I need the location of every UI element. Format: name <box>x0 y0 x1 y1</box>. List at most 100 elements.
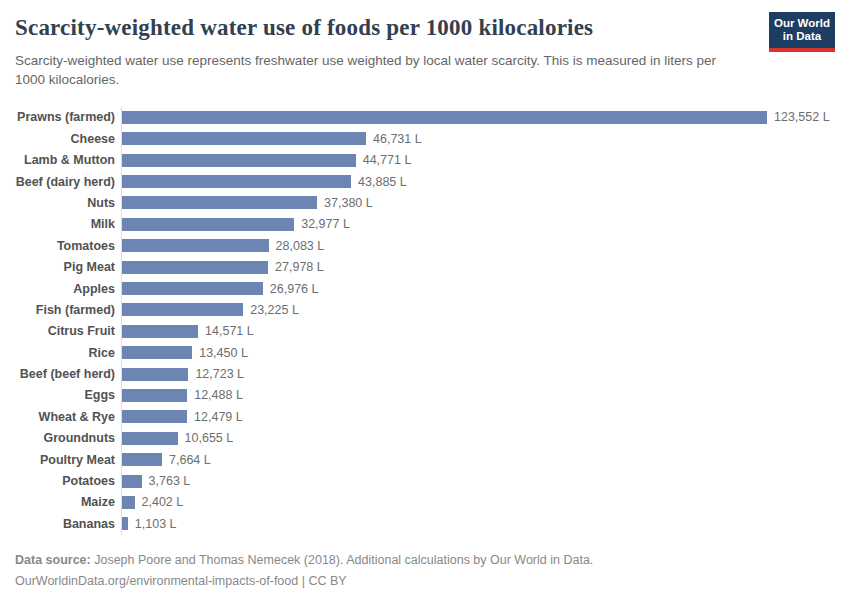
bar <box>122 175 351 188</box>
value-label: 123,552 L <box>774 110 830 124</box>
bar <box>122 432 178 445</box>
value-label: 37,380 L <box>324 196 373 210</box>
chart-row: Poultry Meat 7,664 L <box>15 449 835 470</box>
category-label: Citrus Fruit <box>15 324 121 338</box>
bar-track: 12,479 L <box>121 406 835 427</box>
chart-row: Rice 13,450 L <box>15 342 835 363</box>
value-label: 27,978 L <box>275 260 324 274</box>
category-label: Beef (beef herd) <box>15 367 121 381</box>
chart-row: Fish (farmed) 23,225 L <box>15 299 835 320</box>
bar-track: 1,103 L <box>121 513 835 534</box>
bar-chart: Prawns (farmed)123,552 L Cheese 46,731 L La… <box>15 107 835 535</box>
category-label: Rice <box>15 346 121 360</box>
bar-track: 32,977 L <box>121 214 835 235</box>
footer-source-text: Joseph Poore and Thomas Nemecek (2018). … <box>91 553 594 567</box>
bar <box>122 218 294 231</box>
value-label: 3,763 L <box>149 474 191 488</box>
chart-row: Prawns (farmed)123,552 L <box>15 107 835 128</box>
value-label: 12,723 L <box>195 367 244 381</box>
footer-source-label: Data source: <box>15 553 91 567</box>
category-label: Groundnuts <box>15 431 121 445</box>
bar-track: 2,402 L <box>121 492 835 513</box>
category-label: Maize <box>15 495 121 509</box>
bar <box>122 453 162 466</box>
bar <box>122 496 135 509</box>
bar <box>122 325 198 338</box>
bar <box>122 132 366 145</box>
chart-row: Nuts 37,380 L <box>15 192 835 213</box>
chart-row: Bananas 1,103 L <box>15 513 835 534</box>
category-label: Milk <box>15 217 121 231</box>
value-label: 2,402 L <box>142 495 184 509</box>
chart-row: Maize 2,402 L <box>15 492 835 513</box>
value-label: 1,103 L <box>135 517 177 531</box>
chart-row: Beef (dairy herd) 43,885 L <box>15 171 835 192</box>
value-label: 7,664 L <box>169 453 211 467</box>
value-label: 26,976 L <box>270 282 319 296</box>
chart-row: Milk 32,977 L <box>15 214 835 235</box>
value-label: 46,731 L <box>373 132 422 146</box>
bar-track: 43,885 L <box>121 171 835 192</box>
bar <box>122 517 128 530</box>
chart-row: Pig Meat 27,978 L <box>15 256 835 277</box>
chart-row: Groundnuts 10,655 L <box>15 428 835 449</box>
bar-track: 10,655 L <box>121 428 835 449</box>
category-label: Nuts <box>15 196 121 210</box>
bar <box>122 261 268 274</box>
chart-row: Beef (beef herd) 12,723 L <box>15 363 835 384</box>
value-label: 13,450 L <box>199 346 248 360</box>
chart-row: Potatoes 3,763 L <box>15 470 835 491</box>
bar <box>122 154 356 167</box>
bar-track: 37,380 L <box>121 192 835 213</box>
bar-track: 44,771 L <box>121 150 835 171</box>
category-label: Beef (dairy herd) <box>15 175 121 189</box>
bar-track: 23,225 L <box>121 299 835 320</box>
bar-track: 46,731 L <box>121 128 835 149</box>
value-label: 32,977 L <box>301 217 350 231</box>
value-label: 23,225 L <box>250 303 299 317</box>
category-label: Fish (farmed) <box>15 303 121 317</box>
footer: Data source: Joseph Poore and Thomas Nem… <box>15 550 835 594</box>
bar-track: 28,083 L <box>121 235 835 256</box>
bar <box>122 410 187 423</box>
value-label: 12,488 L <box>194 388 243 402</box>
bar <box>122 368 188 381</box>
chart-row: Cheese 46,731 L <box>15 128 835 149</box>
category-label: Pig Meat <box>15 260 121 274</box>
category-label: Potatoes <box>15 474 121 488</box>
page-subtitle: Scarcity-weighted water use represents f… <box>15 51 727 90</box>
chart-page: Scarcity-weighted water use of foods per… <box>0 0 850 600</box>
value-label: 43,885 L <box>358 175 407 189</box>
chart-row: Lamb & Mutton 44,771 L <box>15 150 835 171</box>
chart-row: Tomatoes 28,083 L <box>15 235 835 256</box>
bar <box>122 196 317 209</box>
value-label: 10,655 L <box>185 431 234 445</box>
bar <box>122 475 142 488</box>
footer-url-line: OurWorldinData.org/environmental-impacts… <box>15 571 835 593</box>
chart-row: Eggs12,488 L <box>15 385 835 406</box>
bar <box>122 346 192 359</box>
bar-track: 3,763 L <box>121 470 835 491</box>
bar-track: 7,664 L <box>121 449 835 470</box>
category-label: Apples <box>15 282 121 296</box>
bar-track: 12,488 L <box>121 385 835 406</box>
bar-track: 12,723 L <box>121 363 835 384</box>
page-title: Scarcity-weighted water use of foods per… <box>15 14 835 42</box>
footer-source-line: Data source: Joseph Poore and Thomas Nem… <box>15 550 835 572</box>
owid-logo-line1: Our World <box>774 17 830 30</box>
category-label: Lamb & Mutton <box>15 153 121 167</box>
value-label: 12,479 L <box>194 410 243 424</box>
owid-logo-box: Our World in Data <box>769 12 835 48</box>
owid-logo-redbar <box>769 48 835 52</box>
category-label: Cheese <box>15 132 121 146</box>
chart-row: Citrus Fruit 14,571 L <box>15 321 835 342</box>
value-label: 14,571 L <box>205 324 254 338</box>
bar-track: 26,976 L <box>121 278 835 299</box>
category-label: Tomatoes <box>15 239 121 253</box>
category-label: Poultry Meat <box>15 453 121 467</box>
bar <box>122 282 263 295</box>
value-label: 44,771 L <box>363 153 412 167</box>
bar <box>122 239 269 252</box>
value-label: 28,083 L <box>276 239 325 253</box>
category-label: Bananas <box>15 517 121 531</box>
